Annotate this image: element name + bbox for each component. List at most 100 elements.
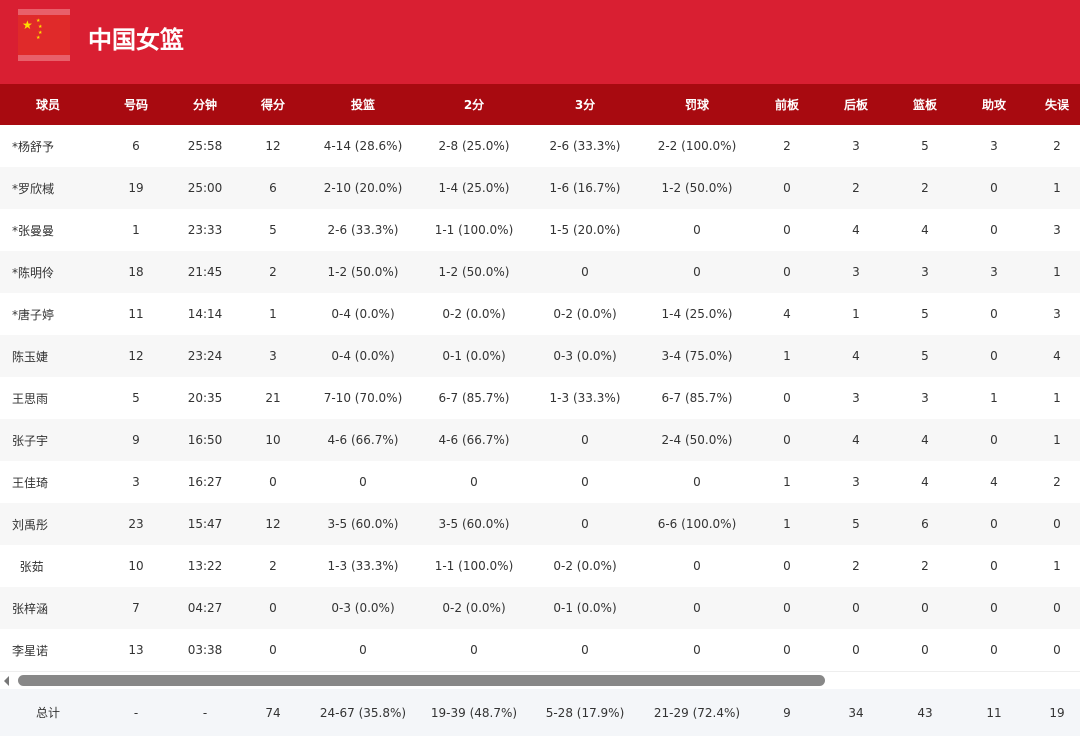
stat-cell: 3: [234, 335, 312, 377]
total-cell: -: [96, 689, 176, 736]
column-header: 助攻: [954, 84, 1034, 125]
horizontal-scrollbar[interactable]: [0, 671, 1080, 689]
player-row[interactable]: 张子宇 9 16:50 10 4-6 (66.7%) 4-6 (66.7%) 0 2-4 (5…: [0, 419, 1080, 461]
stat-cell: 25:00: [176, 167, 234, 209]
stat-cell: 2: [234, 251, 312, 293]
stat-cell: 14:14: [187, 307, 223, 321]
player-name: 刘禹彤: [0, 503, 96, 545]
column-header: 得分: [234, 84, 312, 125]
china-flag-icon: ★ ★ ★ ★ ★: [18, 9, 70, 61]
stat-cell: 5: [132, 391, 140, 405]
stat-cell: 23:24: [176, 335, 234, 377]
stat-cell: 7-10 (70.0%): [323, 391, 403, 405]
stat-cell: 0: [1034, 587, 1080, 629]
stat-cell: 6-6 (100.0%): [636, 503, 758, 545]
stat-cell: 0: [954, 587, 1034, 629]
player-row[interactable]: *陈明伶 18 21:45 2 1-2 (50.0%) 1-2 (50.0%) 0 0 0 3 3 3…: [0, 251, 1080, 293]
total-cell: 24-67 (35.8%): [312, 689, 414, 736]
stat-cell: 1: [1053, 559, 1061, 573]
stat-cell: 0: [783, 223, 791, 237]
stat-cell: 5: [816, 503, 896, 545]
stat-cell: 0-3 (0.0%): [312, 587, 414, 629]
stat-cell: 19: [96, 167, 176, 209]
stat-cell: 4: [1034, 335, 1080, 377]
stat-cell: 1-4 (25.0%): [414, 167, 534, 209]
player-row[interactable]: 王佳琦 3 16:27 0 0 0 0 0 1 3 4 4 2: [0, 461, 1080, 503]
stat-cell: 0: [758, 587, 816, 629]
stat-cell: 3: [954, 251, 1034, 293]
player-row[interactable]: 李星诺 13 03:38 0 0 0 0 0 0 0 0 0 0: [0, 629, 1080, 671]
stat-cell: 5: [921, 139, 929, 153]
stat-cell: 0: [954, 335, 1034, 377]
player-row[interactable]: 张梓涵 7 04:27 0 0-3 (0.0%) 0-2 (0.0%) 0-1 (0.0%)…: [0, 587, 1080, 629]
stat-cell: 4-6 (66.7%): [414, 419, 534, 461]
stat-cell: 0: [636, 251, 758, 293]
stat-cell: 3: [132, 475, 140, 489]
team-header: ★ ★ ★ ★ ★ 中国女篮: [0, 0, 1080, 84]
player-name: 张子宇: [0, 419, 96, 461]
stat-cell: 0: [534, 251, 636, 293]
stat-cell: 0-1 (0.0%): [414, 335, 534, 377]
stat-cell: 2-10 (20.0%): [312, 167, 414, 209]
stat-cell: 0-2 (0.0%): [442, 307, 506, 321]
player-row[interactable]: 陈玉婕 12 23:24 3 0-4 (0.0%) 0-1 (0.0%) 0-3 (0.0%…: [0, 335, 1080, 377]
total-cell: 34: [816, 689, 896, 736]
player-row[interactable]: *杨舒予 6 25:58 12 4-14 (28.6%) 2-8 (25.0%) 2-6 (…: [0, 125, 1080, 167]
stat-cell: 16:50: [176, 419, 234, 461]
stat-cell: 0: [758, 251, 816, 293]
stats-table: 球员 号码 分钟 得分 投篮 2分 3分 罚球 前板 后板 篮板 助攻 失误 *杨舒予 6 25:58 12 4…: [0, 84, 1080, 671]
stat-cell: 11: [128, 307, 144, 321]
stat-cell: 4: [896, 419, 954, 461]
stat-cell: 0-2 (0.0%): [414, 587, 534, 629]
column-header: 2分: [414, 84, 534, 125]
stat-cell: 0: [581, 643, 589, 657]
stat-cell: 20:35: [187, 391, 223, 405]
scroll-left-icon[interactable]: [4, 676, 9, 686]
stat-cell: 6: [132, 139, 140, 153]
total-cell: 5-28 (17.9%): [534, 689, 636, 736]
player-row[interactable]: *张曼曼 1 23:33 5 2-6 (33.3%) 1-1 (100.0%) 1-5 (2…: [0, 209, 1080, 251]
stat-cell: 4: [816, 419, 896, 461]
stat-cell: 4: [852, 223, 860, 237]
stat-cell: 0: [1034, 503, 1080, 545]
player-row[interactable]: 刘禹彤 23 15:47 12 3-5 (60.0%) 3-5 (60.0%) 0 6-6 (…: [0, 503, 1080, 545]
stat-cell: 12: [234, 503, 312, 545]
stat-cell: 1: [758, 335, 816, 377]
player-name: *罗欣棫: [0, 167, 96, 209]
player-row[interactable]: 王思雨 5 20:35 21 7-10 (70.0%) 6-7 (85.7%) 1-3 (3…: [0, 377, 1080, 419]
player-row[interactable]: 张茹 10 13:22 2 1-3 (33.3%) 1-1 (100.0%) 0-2 (0.…: [0, 545, 1080, 587]
player-row[interactable]: *罗欣棫 19 25:00 6 2-10 (20.0%) 1-4 (25.0%) 1-6 (…: [0, 167, 1080, 209]
stat-cell: 6: [234, 167, 312, 209]
total-cell: 19-39 (48.7%): [414, 689, 534, 736]
stat-cell: 0: [359, 475, 367, 489]
stat-cell: 3-5 (60.0%): [414, 503, 534, 545]
stat-cell: 1-3 (33.3%): [327, 559, 399, 573]
stat-cell: 1: [1034, 419, 1080, 461]
player-name: 李星诺: [12, 643, 49, 658]
stat-cell: 3: [921, 391, 929, 405]
column-header: 罚球: [636, 84, 758, 125]
stat-cell: 2-8 (25.0%): [438, 139, 510, 153]
stat-cell: 3: [990, 139, 998, 153]
stat-cell: 0: [693, 475, 701, 489]
stat-cell: 0-4 (0.0%): [312, 335, 414, 377]
player-name: 陈玉婕: [0, 335, 96, 377]
stat-cell: 1-2 (50.0%): [636, 167, 758, 209]
total-cell: 19: [1034, 689, 1080, 736]
stat-cell: 0: [269, 475, 277, 489]
stat-cell: 9: [96, 419, 176, 461]
stat-cell: 3: [1053, 307, 1061, 321]
column-header: 号码: [96, 84, 176, 125]
player-row[interactable]: *唐子婷 11 14:14 1 0-4 (0.0%) 0-2 (0.0%) 0-2 (0.0…: [0, 293, 1080, 335]
scrollbar-thumb[interactable]: [18, 675, 825, 686]
stat-cell: 1: [758, 503, 816, 545]
total-cell: -: [176, 689, 234, 736]
stat-cell: 2: [783, 139, 791, 153]
stat-cell: 0: [990, 307, 998, 321]
stat-cell: 0: [852, 643, 860, 657]
stat-cell: 2: [1053, 139, 1061, 153]
stat-cell: 13:22: [187, 559, 223, 573]
stat-cell: 0: [534, 419, 636, 461]
stat-cell: 2: [896, 167, 954, 209]
column-header: 球员: [0, 84, 96, 125]
